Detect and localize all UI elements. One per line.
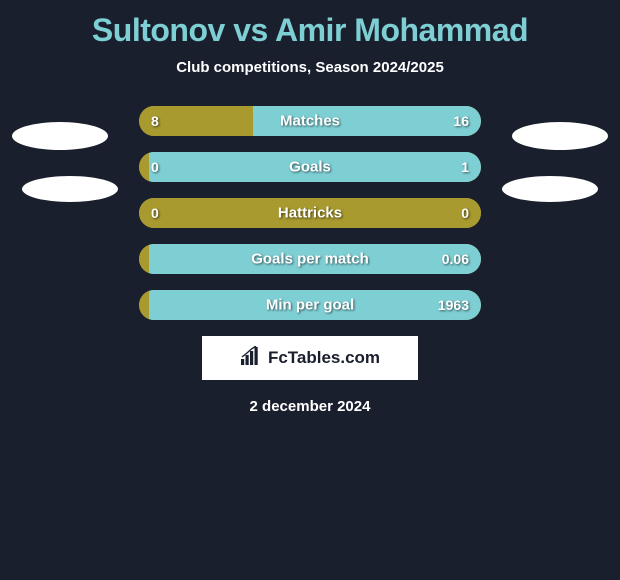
stat-bar-left-value: 0: [151, 205, 159, 221]
stat-bar-left-fill: [139, 290, 149, 320]
stat-bar-right-value: 0.06: [442, 251, 469, 267]
stat-bar-track: Goals per match 0.06: [139, 244, 481, 274]
stat-bar-label: Matches: [280, 113, 340, 130]
stat-bar-row: Min per goal 1963: [0, 290, 620, 320]
stat-bar-row: Matches 8 16: [0, 106, 620, 136]
stat-bar-right-value: 1963: [438, 297, 469, 313]
stat-bar-track: Min per goal 1963: [139, 290, 481, 320]
stat-bar-left-fill: [139, 152, 149, 182]
stat-bar-right-value: 0: [461, 205, 469, 221]
brand-name: FcTables.com: [268, 348, 380, 368]
stat-bar-right-value: 1: [461, 159, 469, 175]
chart-subtitle: Club competitions, Season 2024/2025: [0, 59, 620, 76]
stats-bars: Matches 8 16 Goals 0 1 Hattricks 0 0 Goals per ma…: [0, 106, 620, 320]
stat-bar-left-value: 8: [151, 113, 159, 129]
stat-bar-track: Goals 0 1: [139, 152, 481, 182]
stat-bar-track: Matches 8 16: [139, 106, 481, 136]
stat-bar-label: Hattricks: [278, 205, 342, 222]
stat-bar-right-value: 16: [453, 113, 469, 129]
chart-title: Sultonov vs Amir Mohammad: [0, 0, 620, 49]
stat-bar-track: Hattricks 0 0: [139, 198, 481, 228]
stat-bar-row: Goals per match 0.06: [0, 244, 620, 274]
stat-bar-row: Goals 0 1: [0, 152, 620, 182]
stat-bar-label: Goals per match: [251, 251, 369, 268]
stat-bar-label: Goals: [289, 159, 331, 176]
stat-bar-left-fill: [139, 244, 149, 274]
stat-bar-label: Min per goal: [266, 297, 354, 314]
chart-bars-icon: [240, 346, 262, 371]
stat-bar-left-value: 0: [151, 159, 159, 175]
chart-date: 2 december 2024: [0, 398, 620, 415]
brand-box[interactable]: FcTables.com: [202, 336, 418, 380]
stat-bar-row: Hattricks 0 0: [0, 198, 620, 228]
